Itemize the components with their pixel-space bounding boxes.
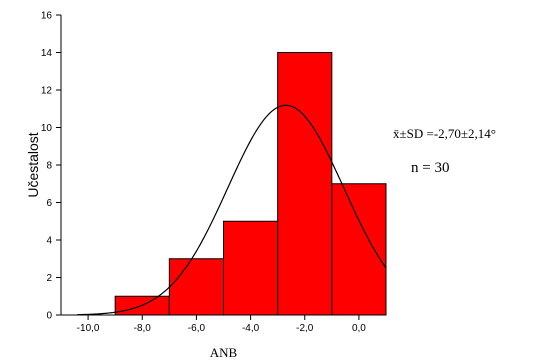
- y-tick-label: 10: [41, 123, 53, 134]
- y-tick-label: 0: [46, 311, 52, 322]
- y-tick-label: 12: [41, 86, 53, 97]
- y-tick-label: 4: [46, 236, 52, 247]
- bars-group: [114, 52, 387, 316]
- y-tick-label: 14: [41, 48, 53, 59]
- y-tick-label: 16: [41, 11, 53, 22]
- x-tick-label: -10,0: [77, 323, 100, 334]
- histogram-bar-3: [223, 220, 279, 316]
- y-axis-title: Učestalost: [25, 132, 41, 197]
- x-tick-label: -2,0: [296, 323, 314, 334]
- histogram-bar-5: [331, 183, 387, 316]
- y-tick-label: 6: [46, 198, 52, 209]
- sample-size-annotation: n = 30: [411, 160, 449, 176]
- normal-curve-line: [77, 104, 387, 316]
- x-ticks-group: -10,0 -8,0 -6,0 -4,0 -2,0 0,0: [77, 315, 366, 334]
- y-tick-label: 8: [46, 161, 52, 172]
- x-tick-label: -8,0: [134, 323, 152, 334]
- histogram-bar-2: [168, 258, 224, 316]
- x-axis-title: ANB: [210, 345, 238, 360]
- x-tick-label: -6,0: [188, 323, 206, 334]
- stats-annotation: x̄±SD =-2,70±2,14°: [393, 126, 496, 141]
- normal-curve-group: [77, 104, 387, 316]
- y-ticks-group: 0 2 4 6 8 10 12 14 16: [41, 11, 61, 322]
- y-tick-label: 2: [46, 273, 52, 284]
- histogram-bar-4: [277, 52, 333, 316]
- x-tick-label: -4,0: [242, 323, 260, 334]
- x-tick-label: 0,0: [352, 323, 366, 334]
